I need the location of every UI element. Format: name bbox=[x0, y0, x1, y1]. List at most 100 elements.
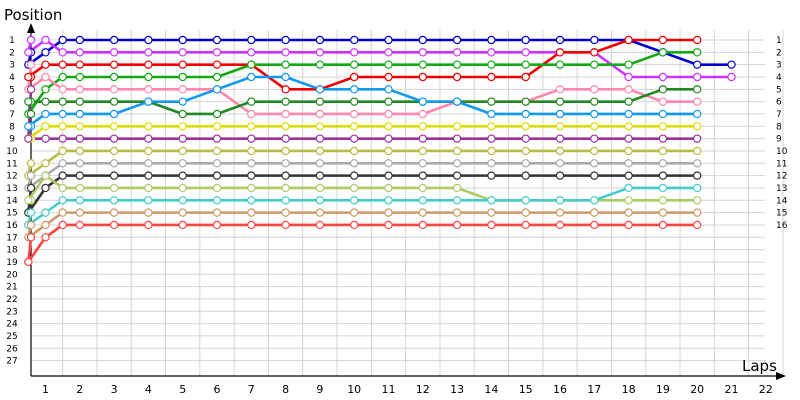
series-point bbox=[26, 233, 36, 242]
series-point bbox=[555, 85, 565, 94]
right-position-label: 6 bbox=[776, 98, 782, 108]
x-tick-label: 14 bbox=[484, 383, 498, 396]
y-tick-label: 7 bbox=[9, 110, 15, 120]
series-point bbox=[624, 72, 633, 82]
series-line bbox=[27, 223, 698, 264]
x-axis-title: Laps bbox=[742, 357, 777, 375]
series-point bbox=[350, 48, 359, 57]
y-tick-label: 18 bbox=[6, 246, 18, 256]
right-position-label: 9 bbox=[776, 135, 782, 145]
series-point bbox=[315, 183, 325, 193]
series-point bbox=[281, 122, 290, 131]
right-position-label: 10 bbox=[776, 147, 788, 157]
series-point bbox=[487, 60, 496, 69]
series-point bbox=[41, 122, 50, 131]
y-tick-label: 17 bbox=[6, 233, 17, 243]
series-point bbox=[350, 159, 359, 168]
series-point bbox=[658, 171, 668, 180]
series-point bbox=[178, 72, 187, 82]
series-point bbox=[41, 134, 50, 143]
series-point bbox=[178, 122, 187, 131]
series-point bbox=[247, 159, 256, 168]
series-point bbox=[144, 183, 153, 193]
series-point bbox=[521, 171, 530, 180]
series-point bbox=[212, 60, 222, 69]
series-point bbox=[555, 171, 565, 180]
series-point bbox=[144, 146, 153, 156]
series-point bbox=[247, 35, 256, 45]
series-point bbox=[521, 60, 530, 69]
series-point bbox=[590, 196, 599, 205]
y-tick-label: 9 bbox=[9, 135, 15, 145]
series-point bbox=[75, 97, 85, 106]
series-point bbox=[212, 85, 222, 94]
series-point bbox=[350, 196, 359, 205]
series-point bbox=[109, 72, 119, 82]
x-tick-label: 20 bbox=[690, 383, 704, 396]
series-point bbox=[487, 196, 496, 205]
series-point bbox=[41, 35, 50, 45]
right-position-label: 1 bbox=[776, 36, 782, 46]
series-point bbox=[144, 85, 153, 94]
y-tick-label: 15 bbox=[6, 209, 17, 219]
series-point bbox=[212, 109, 222, 119]
series-point bbox=[624, 60, 633, 69]
series-point bbox=[281, 134, 290, 143]
series-point bbox=[555, 109, 565, 119]
series-point bbox=[624, 159, 633, 168]
x-tick-label: 8 bbox=[282, 383, 289, 396]
series-point bbox=[212, 72, 222, 82]
series-point bbox=[58, 122, 67, 131]
series-point bbox=[315, 134, 325, 143]
series-point bbox=[418, 208, 427, 217]
series-point bbox=[247, 208, 256, 217]
series-point bbox=[315, 60, 325, 69]
series-point bbox=[26, 159, 36, 168]
series-point bbox=[41, 208, 50, 217]
series-point bbox=[58, 220, 67, 230]
series-point bbox=[58, 208, 67, 217]
right-position-label: 5 bbox=[776, 85, 782, 95]
series-point bbox=[555, 60, 565, 69]
series-point bbox=[26, 171, 36, 180]
series-point bbox=[178, 171, 187, 180]
series-point bbox=[109, 35, 119, 45]
series-point bbox=[58, 97, 67, 106]
series-point bbox=[75, 35, 85, 45]
series-point bbox=[41, 171, 50, 180]
series-point bbox=[350, 85, 359, 94]
series-point bbox=[212, 208, 222, 217]
series-point bbox=[624, 208, 633, 217]
series-point bbox=[315, 196, 325, 205]
series-point bbox=[418, 134, 427, 143]
series-point bbox=[555, 159, 565, 168]
series-point bbox=[109, 122, 119, 131]
series-point bbox=[75, 159, 85, 168]
right-position-label: 2 bbox=[776, 48, 782, 58]
series-point bbox=[418, 48, 427, 57]
series-point bbox=[418, 196, 427, 205]
series-point bbox=[624, 146, 633, 156]
series-point bbox=[144, 196, 153, 205]
series-point bbox=[178, 97, 187, 106]
series-point bbox=[26, 60, 36, 69]
series-point bbox=[521, 196, 530, 205]
series-point bbox=[658, 109, 668, 119]
series-point bbox=[41, 97, 50, 106]
series-point bbox=[384, 146, 393, 156]
series-point bbox=[658, 122, 668, 131]
x-tick-label: 3 bbox=[111, 383, 118, 396]
series-point bbox=[693, 60, 702, 69]
series-point bbox=[247, 220, 256, 230]
series-point bbox=[109, 220, 119, 230]
series-point bbox=[144, 48, 153, 57]
series-point bbox=[693, 220, 702, 230]
y-tick-label: 16 bbox=[6, 221, 18, 231]
series-point bbox=[350, 35, 359, 45]
y-tick-label: 10 bbox=[6, 147, 18, 157]
series-point bbox=[109, 159, 119, 168]
series-point bbox=[109, 196, 119, 205]
series-point bbox=[624, 196, 633, 205]
series-point bbox=[144, 220, 153, 230]
